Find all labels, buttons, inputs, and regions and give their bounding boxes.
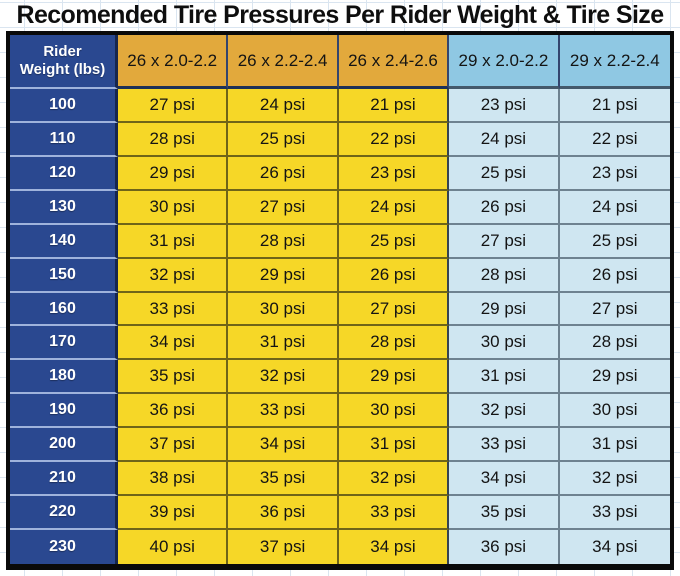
psi-cell: 32 psi bbox=[449, 394, 560, 429]
psi-cell: 31 psi bbox=[559, 428, 670, 463]
psi-cell: 21 psi bbox=[338, 89, 450, 123]
psi-cell: 28 psi bbox=[228, 224, 339, 259]
psi-cell: 31 psi bbox=[338, 428, 450, 463]
psi-cell: 24 psi bbox=[559, 190, 670, 225]
psi-cell: 30 psi bbox=[559, 394, 670, 429]
psi-cell: 26 psi bbox=[228, 156, 339, 191]
psi-cell: 25 psi bbox=[228, 122, 339, 157]
weight-cell: 130 bbox=[10, 190, 118, 225]
psi-cell: 29 psi bbox=[338, 360, 450, 395]
psi-cell: 23 psi bbox=[449, 89, 560, 123]
psi-cell: 28 psi bbox=[338, 326, 450, 361]
page-title: Recomended Tire Pressures Per Rider Weig… bbox=[16, 1, 664, 29]
psi-cell: 29 psi bbox=[228, 258, 339, 293]
psi-cell: 32 psi bbox=[118, 258, 229, 293]
psi-cell: 21 psi bbox=[559, 89, 670, 123]
psi-cell: 34 psi bbox=[338, 530, 450, 564]
psi-cell: 26 psi bbox=[449, 190, 560, 225]
psi-cell: 30 psi bbox=[338, 394, 450, 429]
psi-cell: 30 psi bbox=[118, 190, 229, 225]
psi-cell: 34 psi bbox=[449, 462, 560, 497]
psi-cell: 24 psi bbox=[449, 122, 560, 157]
psi-cell: 35 psi bbox=[449, 496, 560, 531]
column-header-26x22-24: 26 x 2.2-2.4 bbox=[228, 35, 339, 89]
weight-cell: 210 bbox=[10, 462, 118, 497]
tire-pressure-table: Rider Weight (lbs) 26 x 2.0-2.2 26 x 2.2… bbox=[6, 31, 674, 570]
psi-cell: 29 psi bbox=[449, 292, 560, 327]
psi-cell: 40 psi bbox=[118, 530, 229, 564]
psi-cell: 26 psi bbox=[559, 258, 670, 293]
psi-cell: 29 psi bbox=[118, 156, 229, 191]
weight-cell: 200 bbox=[10, 428, 118, 463]
rider-weight-header-line1: Rider bbox=[43, 43, 82, 61]
psi-cell: 30 psi bbox=[449, 326, 560, 361]
psi-cell: 28 psi bbox=[449, 258, 560, 293]
psi-cell: 25 psi bbox=[559, 224, 670, 259]
psi-cell: 27 psi bbox=[449, 224, 560, 259]
rider-weight-header: Rider Weight (lbs) bbox=[10, 35, 118, 89]
psi-cell: 23 psi bbox=[559, 156, 670, 191]
psi-cell: 22 psi bbox=[559, 122, 670, 157]
psi-cell: 24 psi bbox=[228, 89, 339, 123]
psi-cell: 26 psi bbox=[338, 258, 450, 293]
psi-cell: 27 psi bbox=[118, 89, 229, 123]
psi-cell: 24 psi bbox=[338, 190, 450, 225]
weight-cell: 230 bbox=[10, 530, 118, 564]
weight-cell: 120 bbox=[10, 156, 118, 191]
weight-cell: 150 bbox=[10, 258, 118, 293]
column-header-26x20-22: 26 x 2.0-2.2 bbox=[118, 35, 229, 89]
psi-cell: 27 psi bbox=[228, 190, 339, 225]
psi-cell: 27 psi bbox=[338, 292, 450, 327]
psi-cell: 23 psi bbox=[338, 156, 450, 191]
psi-cell: 37 psi bbox=[228, 530, 339, 564]
psi-cell: 32 psi bbox=[338, 462, 450, 497]
psi-cell: 39 psi bbox=[118, 496, 229, 531]
psi-cell: 35 psi bbox=[228, 462, 339, 497]
weight-cell: 140 bbox=[10, 224, 118, 259]
weight-cell: 190 bbox=[10, 394, 118, 429]
column-header-29x20-22: 29 x 2.0-2.2 bbox=[449, 35, 560, 89]
column-header-29x22-24: 29 x 2.2-2.4 bbox=[559, 35, 670, 89]
weight-cell: 170 bbox=[10, 326, 118, 361]
psi-cell: 28 psi bbox=[559, 326, 670, 361]
psi-cell: 31 psi bbox=[449, 360, 560, 395]
psi-cell: 30 psi bbox=[228, 292, 339, 327]
weight-cell: 110 bbox=[10, 122, 118, 157]
psi-cell: 38 psi bbox=[118, 462, 229, 497]
psi-cell: 28 psi bbox=[118, 122, 229, 157]
column-header-26x24-26: 26 x 2.4-2.6 bbox=[338, 35, 450, 89]
psi-cell: 32 psi bbox=[559, 462, 670, 497]
weight-cell: 220 bbox=[10, 496, 118, 531]
psi-cell: 35 psi bbox=[118, 360, 229, 395]
rider-weight-header-line2: Weight (lbs) bbox=[19, 61, 106, 78]
psi-cell: 34 psi bbox=[118, 326, 229, 361]
psi-cell: 34 psi bbox=[228, 428, 339, 463]
table-grid: Rider Weight (lbs) 26 x 2.0-2.2 26 x 2.2… bbox=[10, 35, 670, 564]
psi-cell: 33 psi bbox=[118, 292, 229, 327]
psi-cell: 29 psi bbox=[559, 360, 670, 395]
psi-cell: 33 psi bbox=[559, 496, 670, 531]
psi-cell: 33 psi bbox=[449, 428, 560, 463]
psi-cell: 27 psi bbox=[559, 292, 670, 327]
weight-cell: 100 bbox=[10, 89, 118, 123]
psi-cell: 25 psi bbox=[338, 224, 450, 259]
psi-cell: 31 psi bbox=[118, 224, 229, 259]
psi-cell: 37 psi bbox=[118, 428, 229, 463]
psi-cell: 36 psi bbox=[228, 496, 339, 531]
psi-cell: 33 psi bbox=[338, 496, 450, 531]
psi-cell: 31 psi bbox=[228, 326, 339, 361]
psi-cell: 36 psi bbox=[118, 394, 229, 429]
psi-cell: 36 psi bbox=[449, 530, 560, 564]
weight-cell: 180 bbox=[10, 360, 118, 395]
weight-cell: 160 bbox=[10, 292, 118, 327]
psi-cell: 32 psi bbox=[228, 360, 339, 395]
psi-cell: 22 psi bbox=[338, 122, 450, 157]
psi-cell: 33 psi bbox=[228, 394, 339, 429]
psi-cell: 34 psi bbox=[559, 530, 670, 564]
psi-cell: 25 psi bbox=[449, 156, 560, 191]
